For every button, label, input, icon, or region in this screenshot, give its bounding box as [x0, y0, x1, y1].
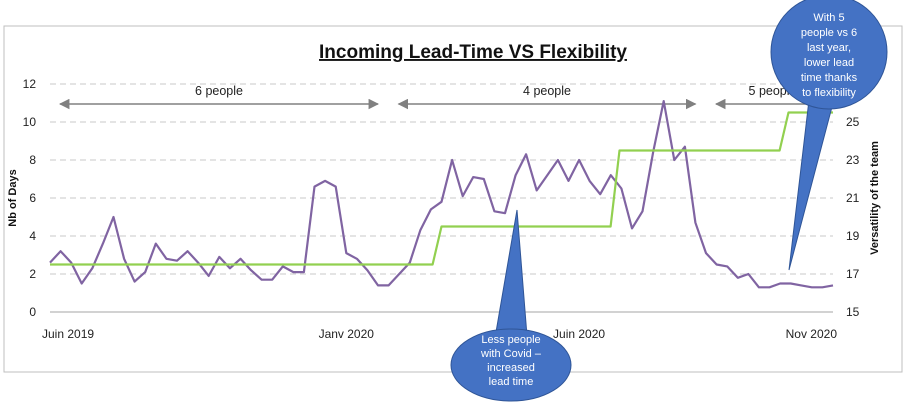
- callout-covid-text: Less people: [481, 334, 540, 346]
- x-tick-label: Nov 2020: [786, 327, 838, 341]
- team-span-label: 6 people: [195, 84, 243, 98]
- y-tick-label: 6: [29, 191, 36, 205]
- y-tick-label: 10: [23, 115, 37, 129]
- gridlines: [50, 83, 833, 313]
- y-tick-label: 8: [29, 153, 36, 167]
- y2-tick-label: 25: [846, 115, 860, 129]
- y2-tick-labels: 15 17 19 21 23 25: [846, 115, 860, 319]
- callout-covid-text: lead time: [489, 376, 534, 388]
- y2-tick-label: 15: [846, 305, 860, 319]
- callout-flexibility-text: time thanks: [801, 72, 858, 84]
- y-tick-label: 0: [29, 305, 36, 319]
- versatility-line: [50, 111, 833, 266]
- y-axis-label: Nb of Days: [7, 169, 19, 226]
- callout-covid-text: increased: [487, 362, 535, 374]
- callout-flexibility-text: lower lead: [804, 57, 854, 69]
- callouts: Less people with Covid – increased lead tim…: [450, 0, 888, 402]
- x-tick-label: Janv 2020: [319, 327, 375, 341]
- callout-flexibility-text: people vs 6: [801, 27, 857, 39]
- y-tick-labels: 0 2 4 6 8 10 12: [23, 77, 37, 319]
- y-tick-label: 2: [29, 267, 36, 281]
- callout-flexibility-text: last year,: [807, 42, 851, 54]
- series-lines: [49, 99, 834, 289]
- y2-tick-label: 19: [846, 229, 860, 243]
- y2-axis-label: Versatility of the team: [869, 141, 881, 255]
- callout-flexibility-bubble: [770, 0, 888, 110]
- x-tick-labels: Juin 2019 Janv 2020 Juin 2020 Nov 2020: [42, 327, 837, 341]
- callout-covid-bubble: [450, 328, 572, 402]
- y-tick-label: 12: [23, 77, 37, 91]
- x-tick-label: Juin 2019: [42, 327, 94, 341]
- x-tick-label: Juin 2020: [553, 327, 605, 341]
- y-tick-label: 4: [29, 229, 36, 243]
- callout-flexibility-text: With 5: [813, 12, 844, 24]
- callout-flexibility-text: to flexibility: [802, 87, 856, 99]
- team-span-label: 4 people: [523, 84, 571, 98]
- y2-tick-label: 17: [846, 267, 860, 281]
- callout-flexibility: With 5 people vs 6 last year, lower lead tim…: [770, 0, 888, 271]
- callout-covid: Less people with Covid – increased lead tim…: [450, 209, 572, 402]
- team-spans: 6 people 4 people 5 people: [58, 84, 831, 110]
- y2-tick-label: 21: [846, 191, 860, 205]
- chart-frame: [3, 25, 903, 373]
- callout-covid-text: with Covid –: [480, 348, 542, 360]
- y2-tick-label: 23: [846, 153, 860, 167]
- lead-time-line: [49, 99, 834, 289]
- chart-title: Incoming Lead-Time VS Flexibility: [319, 42, 627, 63]
